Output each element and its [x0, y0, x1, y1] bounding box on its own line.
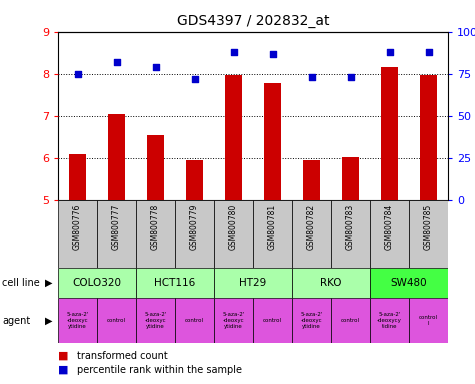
Text: ▶: ▶: [45, 316, 52, 326]
Bar: [253, 200, 292, 268]
Bar: [420, 75, 437, 200]
Text: GSM800785: GSM800785: [424, 204, 433, 250]
Text: GSM800777: GSM800777: [112, 204, 121, 250]
Bar: [225, 75, 242, 200]
Bar: [69, 154, 86, 200]
Point: [425, 49, 432, 55]
Bar: [370, 298, 409, 343]
Point: [347, 74, 354, 80]
Bar: [292, 268, 370, 298]
Bar: [292, 200, 331, 268]
Text: ▶: ▶: [45, 278, 52, 288]
Bar: [214, 268, 292, 298]
Text: 5-aza-2'
-deoxyc
ytidine: 5-aza-2' -deoxyc ytidine: [66, 312, 89, 329]
Bar: [97, 200, 136, 268]
Text: GSM800781: GSM800781: [268, 204, 277, 250]
Text: SW480: SW480: [390, 278, 428, 288]
Text: 5-aza-2'
-deoxyc
ytidine: 5-aza-2' -deoxyc ytidine: [144, 312, 167, 329]
Text: GDS4397 / 202832_at: GDS4397 / 202832_at: [177, 14, 329, 28]
Bar: [409, 200, 448, 268]
Text: control: control: [263, 318, 282, 323]
Text: cell line: cell line: [2, 278, 40, 288]
Bar: [214, 298, 253, 343]
Point: [152, 64, 159, 70]
Text: GSM800783: GSM800783: [346, 204, 355, 250]
Text: HT29: HT29: [239, 278, 266, 288]
Bar: [214, 200, 253, 268]
Bar: [331, 200, 370, 268]
Bar: [331, 298, 370, 343]
Text: percentile rank within the sample: percentile rank within the sample: [77, 365, 242, 375]
Text: GSM800782: GSM800782: [307, 204, 316, 250]
Text: control
l: control l: [419, 315, 438, 326]
Text: ■: ■: [58, 365, 68, 375]
Text: agent: agent: [2, 316, 30, 326]
Bar: [409, 298, 448, 343]
Bar: [342, 157, 359, 200]
Text: 5-aza-2'
-deoxyc
ytidine: 5-aza-2' -deoxyc ytidine: [222, 312, 245, 329]
Point: [190, 76, 198, 82]
Bar: [147, 135, 164, 200]
Bar: [97, 298, 136, 343]
Bar: [370, 268, 448, 298]
Text: transformed count: transformed count: [77, 351, 168, 361]
Point: [113, 59, 120, 65]
Point: [230, 49, 238, 55]
Text: GSM800778: GSM800778: [151, 204, 160, 250]
Bar: [58, 298, 97, 343]
Text: 5-aza-2'
-deoxycy
tidine: 5-aza-2' -deoxycy tidine: [377, 312, 402, 329]
Bar: [136, 268, 214, 298]
Bar: [108, 114, 125, 200]
Bar: [264, 83, 281, 200]
Bar: [175, 200, 214, 268]
Text: control: control: [185, 318, 204, 323]
Bar: [253, 298, 292, 343]
Text: COLO320: COLO320: [73, 278, 122, 288]
Point: [269, 51, 276, 57]
Bar: [136, 200, 175, 268]
Bar: [186, 160, 203, 200]
Bar: [303, 160, 320, 200]
Text: GSM800779: GSM800779: [190, 204, 199, 250]
Bar: [370, 200, 409, 268]
Text: GSM800780: GSM800780: [229, 204, 238, 250]
Text: GSM800784: GSM800784: [385, 204, 394, 250]
Text: RKO: RKO: [320, 278, 342, 288]
Point: [74, 71, 81, 77]
Point: [308, 74, 315, 80]
Bar: [292, 298, 331, 343]
Point: [386, 49, 393, 55]
Bar: [58, 268, 136, 298]
Bar: [58, 200, 97, 268]
Text: control: control: [341, 318, 360, 323]
Text: 5-aza-2'
-deoxyc
ytidine: 5-aza-2' -deoxyc ytidine: [300, 312, 323, 329]
Text: control: control: [107, 318, 126, 323]
Text: HCT116: HCT116: [154, 278, 196, 288]
Text: GSM800776: GSM800776: [73, 204, 82, 250]
Bar: [136, 298, 175, 343]
Text: ■: ■: [58, 351, 68, 361]
Bar: [381, 67, 398, 200]
Bar: [175, 298, 214, 343]
